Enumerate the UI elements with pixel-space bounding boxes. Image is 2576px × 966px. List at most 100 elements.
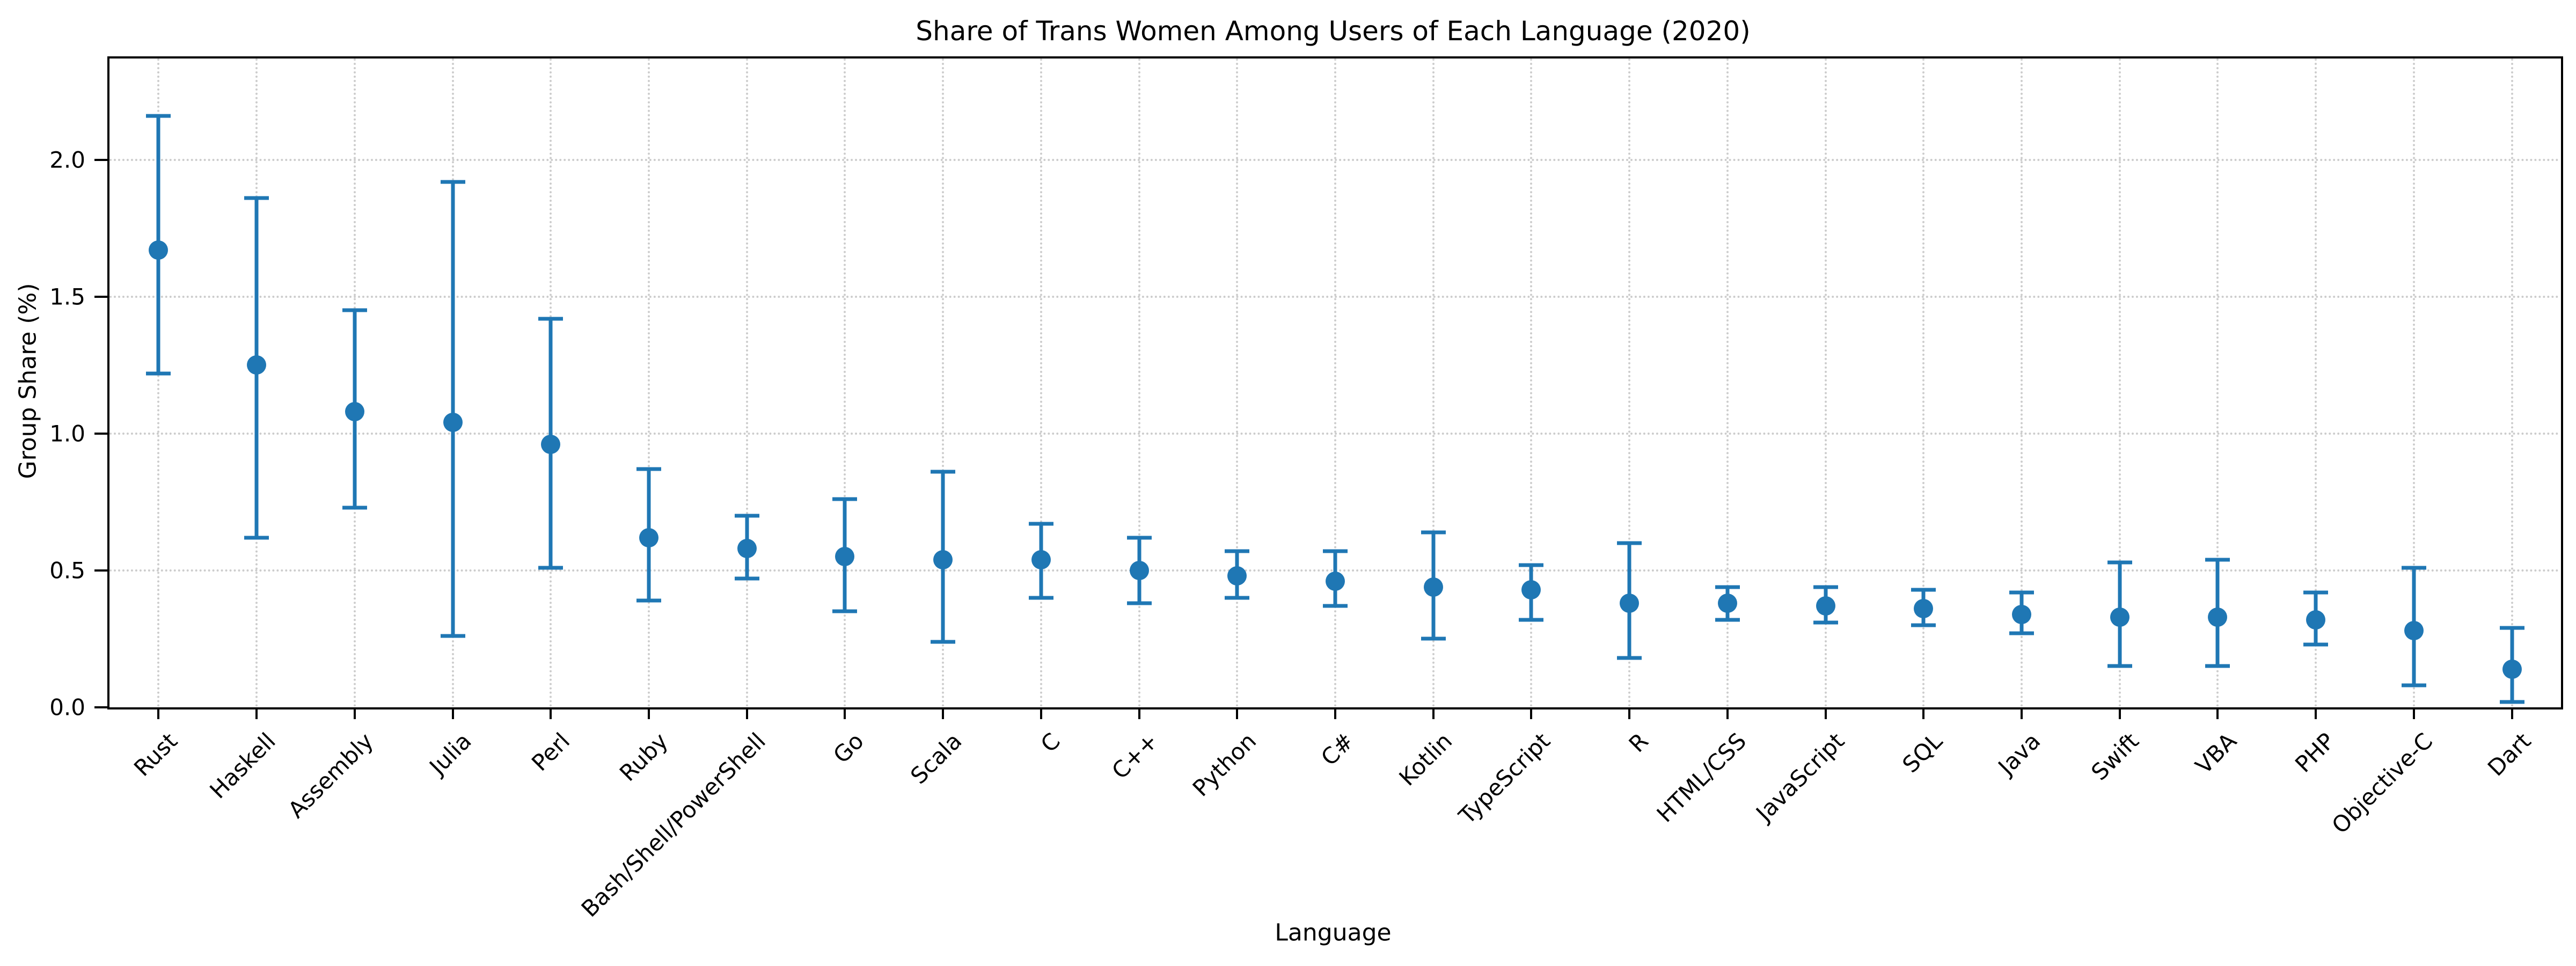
error-bar-cap-bottom: [1617, 656, 1642, 660]
x-tick-mark: [353, 707, 356, 719]
x-tick-label-text: SQL: [1897, 728, 1948, 778]
chart-title: Share of Trans Women Among Users of Each…: [916, 16, 1751, 47]
x-gridline: [2118, 58, 2121, 707]
data-point: [2012, 604, 2032, 624]
data-point: [737, 539, 757, 559]
data-point: [933, 550, 953, 569]
error-bar-cap-top: [146, 114, 171, 118]
x-tick-mark: [2412, 707, 2415, 719]
x-tick-mark: [745, 707, 748, 719]
x-tick-label-text: PHP: [2290, 728, 2340, 778]
y-tick-label: 0.0: [49, 694, 85, 721]
x-gridline: [2315, 58, 2317, 707]
x-gridline: [1432, 58, 1435, 707]
x-tick-label-text: Kotlin: [1394, 728, 1458, 791]
error-bar-cap-bottom: [1225, 596, 1250, 600]
error-bar-cap-top: [1813, 585, 1838, 589]
error-bar-cap-top: [2205, 558, 2230, 562]
error-bar-cap-top: [832, 497, 858, 501]
x-gridline: [1040, 58, 1042, 707]
x-tick-label-text: R: [1623, 728, 1653, 758]
x-tick-label-text: Java: [1993, 728, 2046, 780]
x-tick-mark: [1334, 707, 1336, 719]
x-tick-mark: [844, 707, 846, 719]
x-tick-label-text: TypeScript: [1454, 728, 1556, 830]
y-tick-mark: [94, 158, 107, 161]
data-point: [2404, 621, 2424, 641]
error-bar-cap-bottom: [2303, 642, 2329, 647]
data-point: [639, 528, 658, 547]
error-bar-cap-top: [636, 467, 661, 471]
error-bar-cap-bottom: [734, 576, 759, 581]
x-gridline: [647, 58, 650, 707]
y-tick-mark: [94, 706, 107, 708]
error-bar: [451, 181, 455, 636]
x-gridline: [157, 58, 160, 707]
x-tick-label-text: Assembly: [283, 728, 379, 823]
data-point: [541, 435, 561, 455]
x-tick-mark: [1530, 707, 1533, 719]
x-tick-mark: [1236, 707, 1239, 719]
x-tick-mark: [1824, 707, 1827, 719]
data-point: [2502, 659, 2522, 679]
error-bar-cap-top: [1126, 536, 1152, 540]
error-bar-cap-bottom: [2107, 664, 2132, 668]
error-bar-cap-bottom: [1126, 601, 1152, 605]
x-gridline: [1824, 58, 1827, 707]
x-tick-label-text: JavaScript: [1751, 728, 1850, 826]
x-tick-label-text: Perl: [526, 728, 575, 777]
x-tick-mark: [255, 707, 258, 719]
error-bar-cap-top: [2499, 626, 2524, 630]
x-tick-mark: [942, 707, 945, 719]
y-tick-label: 0.5: [49, 557, 85, 584]
x-tick-label-text: Scala: [905, 728, 967, 789]
error-bar-cap-bottom: [1421, 636, 1446, 641]
data-point: [1620, 594, 1640, 613]
x-gridline: [844, 58, 846, 707]
x-tick-label-text: Dart: [2482, 728, 2536, 781]
error-bar-cap-bottom: [1715, 618, 1740, 622]
x-gridline: [1530, 58, 1533, 707]
data-point: [1129, 560, 1149, 580]
error-bar-cap-top: [1715, 585, 1740, 589]
error-bar-cap-bottom: [538, 566, 564, 570]
x-tick-mark: [2118, 707, 2121, 719]
error-bar-cap-top: [2009, 590, 2035, 595]
error-bar-cap-top: [1911, 588, 1936, 592]
data-point: [835, 547, 855, 567]
x-tick-label-text: C++: [1107, 728, 1163, 785]
x-tick-mark: [647, 707, 650, 719]
error-bar-cap-bottom: [244, 536, 269, 540]
error-bar-cap-bottom: [440, 634, 465, 638]
error-bar-cap-bottom: [1813, 620, 1838, 625]
error-bar-cap-top: [734, 514, 759, 518]
x-tick-label-text: Bash/Shell/PowerShell: [576, 728, 771, 923]
error-bar-cap-bottom: [2205, 664, 2230, 668]
x-gridline: [1922, 58, 1925, 707]
data-point: [1326, 572, 1345, 591]
x-tick-label-text: Swift: [2085, 728, 2144, 786]
error-bar-cap-bottom: [1911, 623, 1936, 627]
y-tick-label: 1.0: [49, 420, 85, 447]
y-axis-label: Group Share (%): [14, 283, 42, 479]
x-gridline: [1334, 58, 1336, 707]
x-tick-mark: [1040, 707, 1042, 719]
data-point: [2110, 607, 2129, 627]
error-bar-cap-top: [1421, 530, 1446, 535]
x-tick-label-text: C: [1035, 728, 1065, 758]
x-gridline: [2216, 58, 2219, 707]
error-bar-cap-top: [1225, 549, 1250, 553]
x-tick-mark: [1922, 707, 1925, 719]
x-tick-mark: [157, 707, 160, 719]
y-tick-mark: [94, 569, 107, 572]
error-bar-cap-top: [1617, 541, 1642, 545]
x-tick-mark: [2315, 707, 2317, 719]
error-bar-cap-top: [440, 180, 465, 184]
error-bar-cap-bottom: [1519, 618, 1544, 622]
data-point: [443, 413, 463, 433]
data-point: [1227, 566, 1247, 586]
error-bar-cap-top: [342, 308, 367, 312]
y-tick-mark: [94, 295, 107, 298]
x-tick-mark: [1726, 707, 1729, 719]
error-bar-cap-top: [2303, 590, 2329, 595]
